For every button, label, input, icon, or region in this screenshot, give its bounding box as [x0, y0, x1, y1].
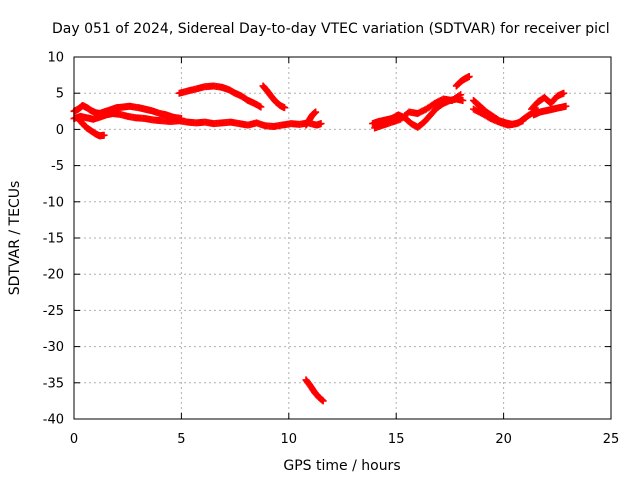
data-point-interp [465, 73, 473, 81]
y-tick-label: -20 [43, 268, 64, 283]
data-point-interp [318, 396, 326, 404]
data-point-interp [532, 100, 540, 108]
chart-title: Day 051 of 2024, Sidereal Day-to-day VTE… [52, 21, 610, 37]
y-tick-label: -10 [43, 195, 64, 210]
y-tick-label: -15 [43, 232, 64, 247]
data-point-interp [484, 113, 492, 121]
y-tick-label: 5 [56, 87, 64, 102]
x-tick-label: 10 [281, 432, 298, 447]
y-tick-label: 0 [56, 123, 64, 138]
y-axis-label: SDTVAR / TECUs [7, 181, 23, 296]
y-tick-label: -25 [43, 304, 64, 319]
x-tick-label: 5 [177, 432, 185, 447]
series-track-spike [302, 108, 320, 129]
data-points [70, 73, 570, 405]
series-track-dip [74, 115, 108, 140]
data-point-interp [458, 96, 466, 104]
x-tick-label: 20 [495, 432, 512, 447]
series-track-outlier [302, 376, 327, 405]
data-point-interp [455, 92, 463, 100]
data-point-interp [424, 113, 432, 121]
x-tick-label: 15 [388, 432, 405, 447]
series-track-late-descent [259, 82, 289, 112]
series-track-evening-upper [470, 105, 527, 129]
x-axis-label: GPS time / hours [283, 458, 400, 474]
data-point-interp [454, 93, 462, 101]
data-point-interp [428, 101, 436, 109]
data-point-interp [431, 106, 439, 114]
x-tick-label: 0 [70, 432, 78, 447]
data-point-interp [402, 110, 410, 118]
y-tick-label: -30 [43, 340, 64, 355]
series-track-night-lower [530, 102, 570, 119]
y-tick-label: -5 [51, 159, 64, 174]
data-point-interp [559, 90, 567, 98]
y-tick-label: -40 [43, 413, 64, 428]
data-point-interp [99, 131, 107, 139]
y-tick-labels: 10 5 0 -5 -10 -15 -20 -25 -30 -35 -40 [43, 51, 64, 428]
series-track-hump [175, 82, 265, 111]
series-track-afternoon-b [371, 91, 465, 132]
data-point-interp [518, 117, 526, 125]
series-track-night [528, 89, 568, 113]
y-tick-label: -35 [43, 376, 64, 391]
data-point-interp [311, 109, 319, 117]
data-point-interp [316, 120, 324, 128]
series-track-afternoon-c [452, 73, 473, 90]
plot-frame [73, 56, 612, 420]
x-tick-labels: 0 5 10 15 20 25 [70, 432, 619, 447]
x-tick-label: 25 [603, 432, 620, 447]
data-point-interp [561, 102, 569, 110]
data-point-interp [256, 102, 264, 110]
data-point-interp [280, 103, 288, 111]
series-track-early-lower [70, 109, 325, 131]
y-tick-label: 10 [47, 51, 64, 66]
